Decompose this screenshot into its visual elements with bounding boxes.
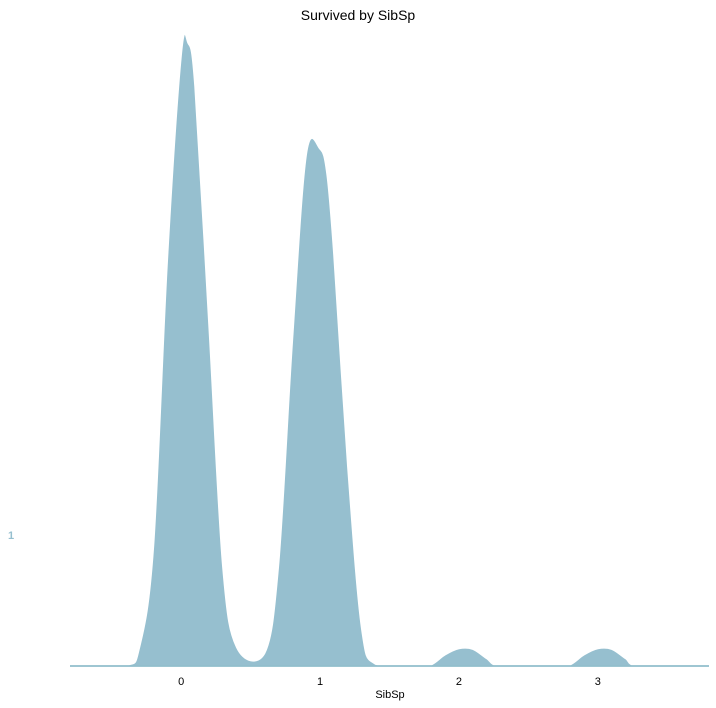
x-axis: 0 1 2 3: [178, 676, 601, 688]
x-axis-label: SibSp: [375, 689, 404, 701]
chart-title: Survived by SibSp: [301, 7, 416, 23]
x-tick-label: 0: [178, 676, 184, 688]
x-tick-label: 3: [595, 676, 601, 688]
x-tick-label: 2: [456, 676, 462, 688]
density-area-1: [69, 32, 709, 667]
plot-area: [69, 32, 709, 667]
x-tick-label: 1: [317, 676, 323, 688]
ridge-group-label: 1: [8, 530, 14, 542]
